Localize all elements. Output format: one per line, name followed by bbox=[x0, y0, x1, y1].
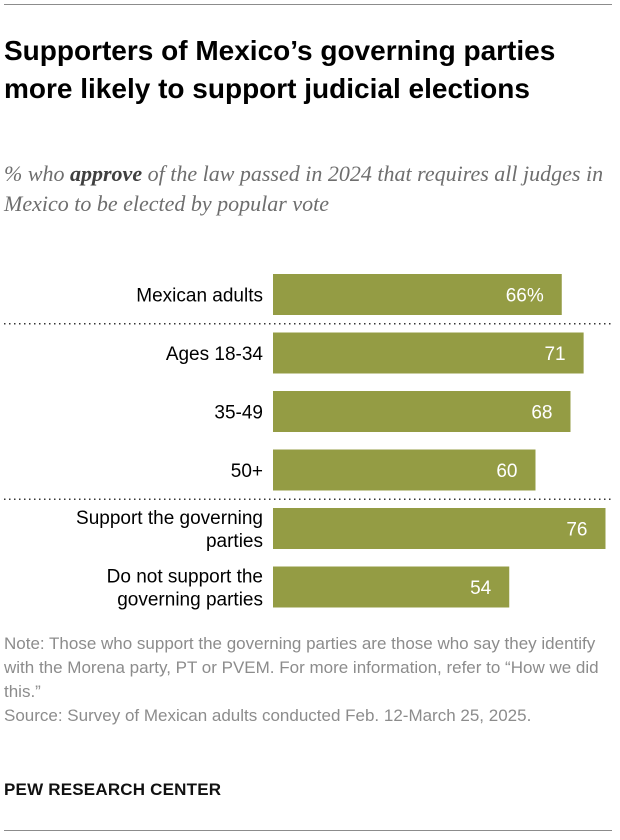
category-label-4: Support the governing parties bbox=[76, 508, 263, 552]
source-text: Source: Survey of Mexican adults conduct… bbox=[4, 706, 532, 725]
category-label-3: 50+ bbox=[231, 461, 263, 482]
bar-5 bbox=[273, 566, 510, 608]
chart-subtitle: % who approve of the law passed in 2024 … bbox=[4, 159, 614, 219]
chart-notes: Note: Those who support the governing pa… bbox=[4, 632, 604, 728]
brand-logo-text: PEW RESEARCH CENTER bbox=[4, 780, 222, 799]
bar-2 bbox=[273, 391, 571, 432]
bar-3 bbox=[273, 449, 536, 491]
category-label-2: 35-49 bbox=[214, 403, 263, 424]
category-label-5: Do not support the governing parties bbox=[107, 567, 263, 611]
bar-0 bbox=[273, 274, 562, 315]
subtitle-suffix: of the law passed in 2024 that requires … bbox=[4, 161, 604, 216]
bar-value-label-1: 71 bbox=[544, 344, 565, 365]
bar-chart: 66% Mexican adults 71 Ages 18-34 68 35-49 60 50… bbox=[4, 274, 612, 611]
bar-value-label-0: 66% bbox=[506, 286, 544, 307]
bar-value-label-2: 68 bbox=[531, 403, 552, 424]
bar-1 bbox=[273, 332, 584, 374]
category-label-1: Ages 18-34 bbox=[166, 344, 264, 365]
subtitle-prefix: % who bbox=[4, 161, 70, 186]
bar-4 bbox=[273, 508, 606, 549]
bar-value-label-3: 60 bbox=[496, 461, 517, 482]
category-label-0: Mexican adults bbox=[136, 286, 263, 307]
subtitle-emphasis: approve bbox=[70, 161, 143, 186]
chart-title: Supporters of Mexico’s governing parties… bbox=[4, 35, 556, 104]
bar-value-label-5: 54 bbox=[470, 578, 492, 599]
bar-value-label-4: 76 bbox=[566, 520, 587, 541]
top-rule bbox=[4, 4, 612, 5]
note-text: Note: Those who support the governing pa… bbox=[4, 634, 599, 701]
bottom-rule bbox=[4, 830, 612, 831]
